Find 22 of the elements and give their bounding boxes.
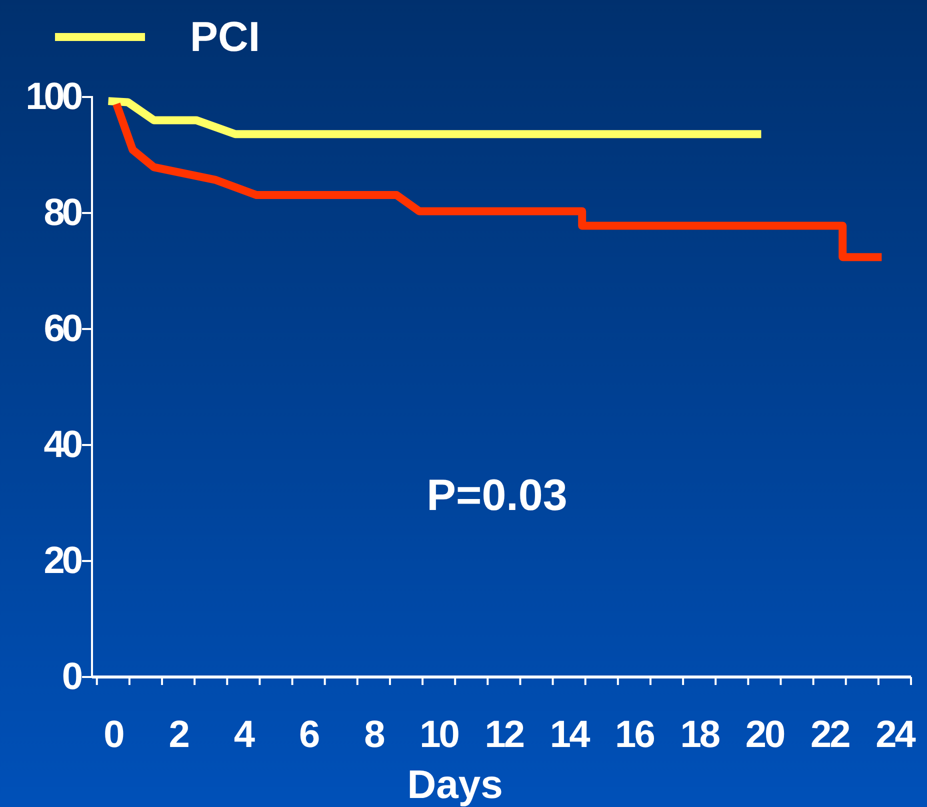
legend-label: PCI bbox=[190, 13, 260, 60]
x-tick-label: 2 bbox=[168, 714, 189, 756]
x-tick-label: 24 bbox=[876, 714, 916, 756]
x-tick-label: 10 bbox=[420, 714, 459, 756]
x-tick-label: 8 bbox=[364, 714, 384, 756]
x-axis-title: Days bbox=[407, 763, 503, 807]
y-tick-label: 80 bbox=[44, 192, 82, 234]
y-tick-label: 100 bbox=[26, 76, 82, 118]
x-tick-label: 0 bbox=[104, 714, 124, 756]
x-tick-label: 12 bbox=[484, 714, 524, 756]
y-tick-label: 60 bbox=[44, 308, 82, 350]
x-tick-label: 16 bbox=[615, 714, 654, 756]
y-tick-label: 0 bbox=[62, 656, 82, 698]
annotation: P=0.03 bbox=[426, 471, 568, 520]
x-tick-label: 18 bbox=[680, 714, 720, 756]
y-tick-label: 40 bbox=[44, 424, 82, 466]
x-tick-label: 20 bbox=[745, 714, 784, 756]
x-tick-label: 4 bbox=[234, 714, 255, 756]
x-tick-label: 6 bbox=[298, 714, 319, 756]
x-tick-label: 14 bbox=[550, 714, 590, 756]
y-tick-label: 20 bbox=[44, 540, 82, 582]
x-tick-label: 22 bbox=[810, 714, 850, 756]
